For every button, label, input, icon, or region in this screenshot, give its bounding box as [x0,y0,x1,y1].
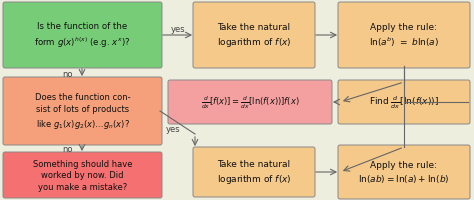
Text: Does the function con-
sist of lots of products
like $g_1(x)g_2(x)\ldots g_n(x)$: Does the function con- sist of lots of p… [35,93,130,130]
Text: no: no [63,70,73,79]
FancyBboxPatch shape [338,81,470,124]
Text: yes: yes [171,25,185,34]
Text: Something should have
worked by now. Did
you make a mistake?: Something should have worked by now. Did… [33,159,132,191]
Text: no: no [63,145,73,154]
Text: Apply the rule:
$\ln(ab) = \ln(a) + \ln(b)$: Apply the rule: $\ln(ab) = \ln(a) + \ln(… [358,160,450,184]
FancyBboxPatch shape [193,3,315,69]
FancyBboxPatch shape [193,147,315,197]
FancyBboxPatch shape [3,3,162,69]
FancyBboxPatch shape [3,152,162,198]
Text: Take the natural
logarithm of $f(x)$: Take the natural logarithm of $f(x)$ [217,159,292,185]
FancyBboxPatch shape [3,78,162,145]
Text: yes: yes [166,125,180,134]
Text: Apply the rule:
$\ln(a^b)\ =\ b\ln(a)$: Apply the rule: $\ln(a^b)\ =\ b\ln(a)$ [369,23,439,49]
FancyBboxPatch shape [168,81,332,124]
Text: Take the natural
logarithm of $f(x)$: Take the natural logarithm of $f(x)$ [217,23,292,49]
Text: $\frac{d}{dx}[f(x)] = \frac{d}{dx}[\ln(f(x))]f(x)$: $\frac{d}{dx}[f(x)] = \frac{d}{dx}[\ln(f… [201,94,299,111]
Text: Is the function of the
form $g(x)^{h(x)}$ (e.g. $x^x$)?: Is the function of the form $g(x)^{h(x)}… [34,22,131,50]
FancyBboxPatch shape [338,145,470,199]
FancyBboxPatch shape [338,3,470,69]
Text: Find $\frac{d}{dx}[\ln(f(x))]$: Find $\frac{d}{dx}[\ln(f(x))]$ [369,94,439,111]
